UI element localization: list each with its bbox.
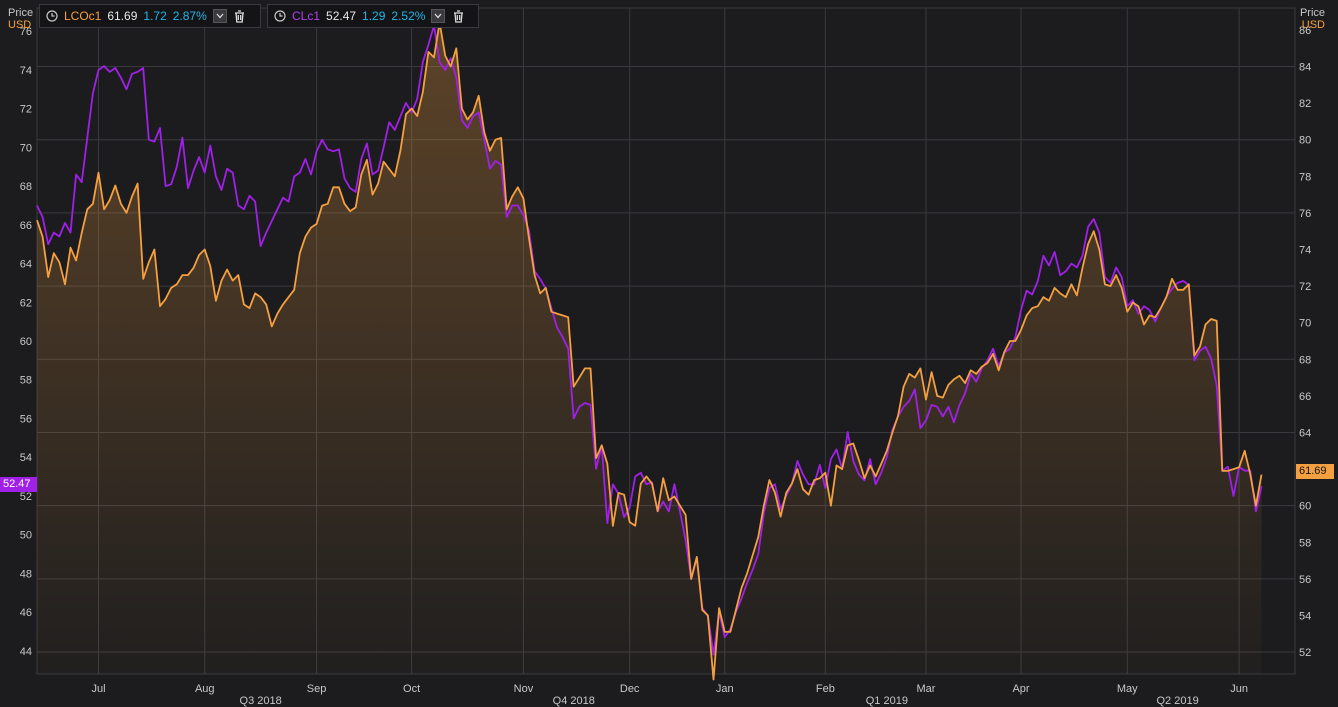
- right-y-tick-label: 58: [1299, 537, 1311, 549]
- left-y-tick-label: 62: [20, 297, 32, 309]
- right-axis-title-text: Price: [1299, 7, 1325, 19]
- x-tick-label: Sep: [307, 683, 327, 695]
- left-y-tick-label: 68: [20, 181, 32, 193]
- legend-change: 1.72: [143, 9, 167, 23]
- x-tick-label: Aug: [195, 683, 215, 695]
- left-y-tick-label: 76: [20, 26, 32, 38]
- brent-area-fill: [37, 22, 1262, 680]
- left-y-tick-label: 60: [20, 336, 32, 348]
- right-y-tick-label: 78: [1299, 171, 1311, 183]
- trash-icon[interactable]: [233, 9, 247, 23]
- x-tick-label: Oct: [403, 683, 420, 695]
- right-y-tick-label: 84: [1299, 62, 1311, 74]
- left-axis-unit: USD: [8, 19, 32, 31]
- chevron-down-icon[interactable]: [212, 9, 227, 23]
- right-y-tick-label: 86: [1299, 25, 1311, 37]
- legend-change: 1.29: [362, 9, 386, 23]
- right-y-tick-label: 76: [1299, 208, 1311, 220]
- right-y-tick-label: 52: [1299, 647, 1311, 659]
- left-y-tick-label: 54: [20, 452, 32, 464]
- right-y-tick-label: 64: [1299, 427, 1311, 439]
- chevron-down-icon[interactable]: [431, 9, 446, 23]
- left-axis-title-text: Price: [8, 7, 34, 19]
- right-y-tick-label: 54: [1299, 610, 1311, 622]
- series-lines: [36, 21, 1263, 681]
- legend-pct: 2.87%: [172, 9, 207, 23]
- right-y-tick-label: 74: [1299, 245, 1311, 257]
- left-y-tick-label: 74: [20, 65, 32, 77]
- left-y-tick-label: 48: [20, 568, 32, 580]
- right-y-tick-label: 66: [1299, 391, 1311, 403]
- series-line-lcoc1: [36, 21, 1263, 681]
- right-y-tick-label: 60: [1299, 501, 1311, 513]
- right-y-tick-label: 68: [1299, 354, 1311, 366]
- wti-last-price-tag: 52.47: [0, 477, 37, 492]
- left-y-tick-label: 46: [20, 607, 32, 619]
- left-y-tick-label: 64: [20, 259, 32, 271]
- x-tick-label: Jan: [716, 683, 734, 695]
- right-y-tick-label: 70: [1299, 318, 1311, 330]
- left-y-tick-label: 66: [20, 220, 32, 232]
- quarter-label: Q4 2018: [553, 695, 595, 707]
- quarter-label: Q1 2019: [866, 695, 908, 707]
- brent-area: [37, 22, 1262, 680]
- clock-icon: [274, 10, 286, 22]
- left-y-tick-label: 52: [20, 491, 32, 503]
- brent-last-price-tag: 61.69: [1296, 464, 1334, 479]
- axis-ticks: Jul Aug Sep Oct Nov Dec Jan Feb Mar Apr May Jun Q3 2…: [20, 25, 1312, 707]
- x-tick-label: May: [1117, 683, 1138, 695]
- legend-last: 61.69: [107, 9, 138, 23]
- x-tick-label: Nov: [514, 683, 534, 695]
- legend-symbol: CLc1: [292, 9, 321, 23]
- x-tick-label: Mar: [917, 683, 936, 695]
- series-line-clc1: [36, 24, 1263, 656]
- legend-wti[interactable]: CLc1 52.47 1.29 2.52%: [267, 4, 479, 28]
- x-tick-label: Jul: [91, 683, 105, 695]
- left-axis-title: Price USD: [8, 7, 33, 31]
- left-y-tick-label: 56: [20, 413, 32, 425]
- legend-symbol: LCOc1: [64, 9, 102, 23]
- clock-icon: [46, 10, 58, 22]
- right-y-tick-label: 72: [1299, 281, 1311, 293]
- x-tick-label: Apr: [1012, 683, 1029, 695]
- left-y-tick-label: 50: [20, 530, 32, 542]
- quarter-label: Q3 2018: [240, 695, 282, 707]
- right-y-tick-label: 56: [1299, 574, 1311, 586]
- left-y-tick-label: 58: [20, 375, 32, 387]
- left-y-tick-label: 70: [20, 142, 32, 154]
- x-tick-label: Feb: [816, 683, 835, 695]
- legend-last: 52.47: [326, 9, 357, 23]
- trash-icon[interactable]: [451, 9, 465, 23]
- right-axis-title: Price USD: [1300, 7, 1325, 31]
- legend-brent[interactable]: LCOc1 61.69 1.72 2.87%: [39, 4, 261, 28]
- x-tick-label: Dec: [620, 683, 640, 695]
- left-y-tick-label: 72: [20, 104, 32, 116]
- quarter-label: Q2 2019: [1156, 695, 1198, 707]
- right-axis-unit: USD: [1301, 19, 1325, 31]
- x-tick-label: Jun: [1230, 683, 1248, 695]
- right-y-tick-label: 82: [1299, 98, 1311, 110]
- right-y-tick-label: 80: [1299, 135, 1311, 147]
- legend-pct: 2.52%: [391, 9, 426, 23]
- left-y-tick-label: 44: [20, 646, 32, 658]
